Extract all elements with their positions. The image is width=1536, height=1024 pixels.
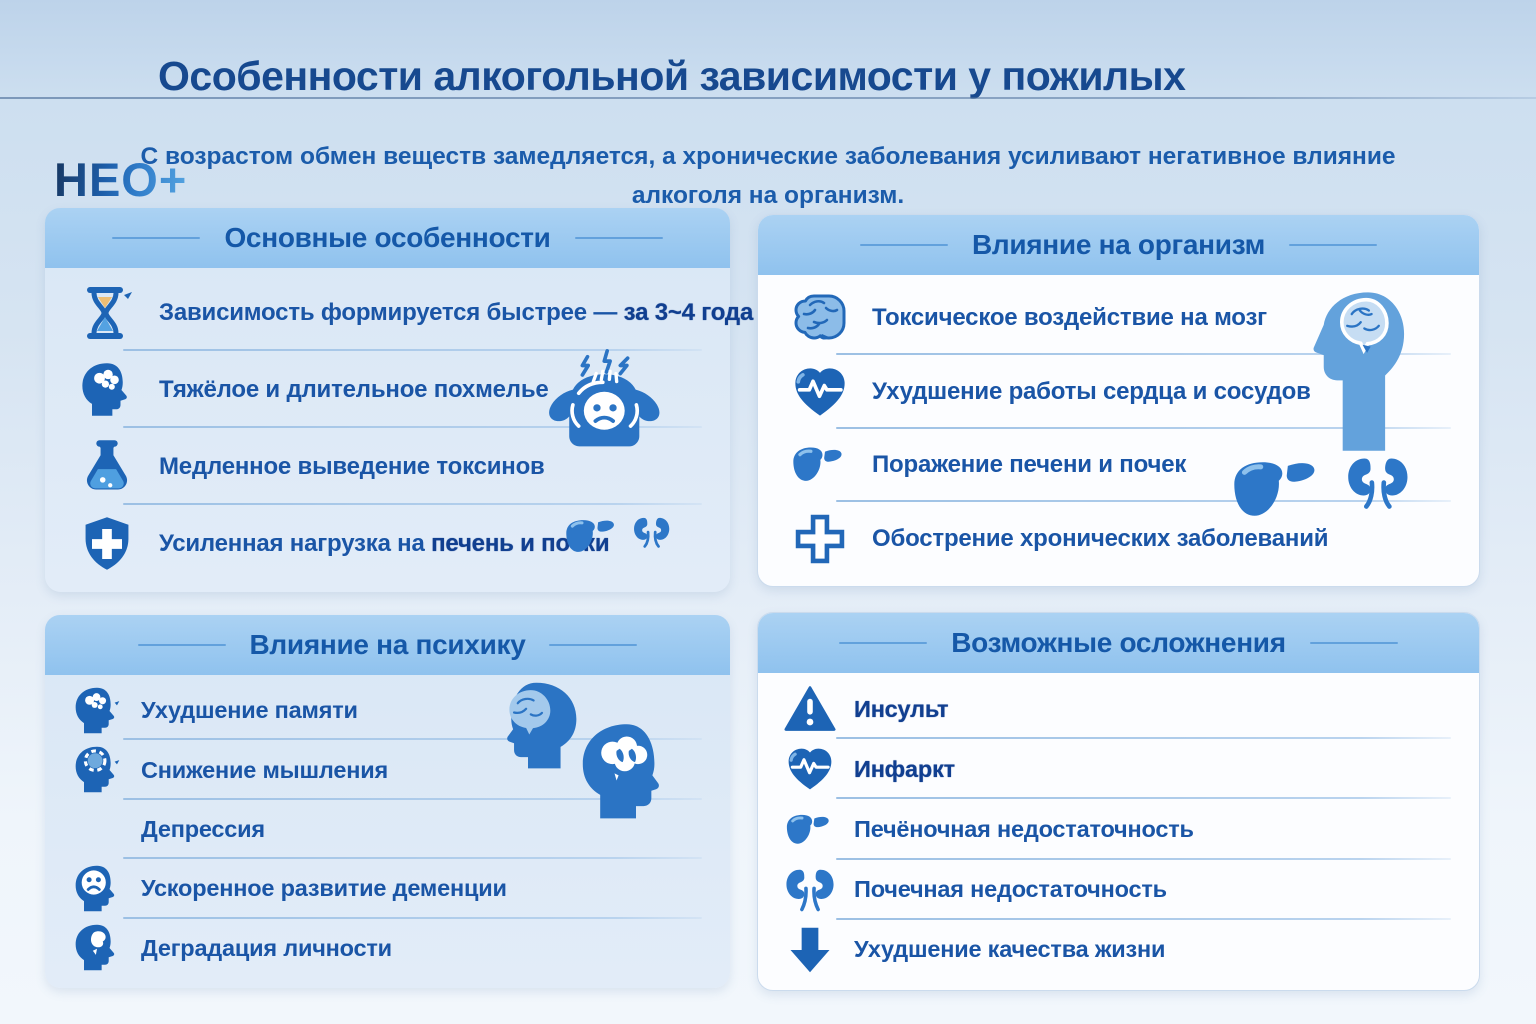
- list-item: Медленное выведение токсинов: [45, 428, 730, 505]
- list-item: Инсульт: [758, 679, 1479, 740]
- list-item-label: Ухудшение памяти: [141, 697, 358, 724]
- list-item: Поражение печени и почек: [758, 429, 1479, 503]
- list-item: Деградация личности: [45, 919, 730, 978]
- list-item-label: Депрессия: [141, 816, 265, 843]
- thinking-head-icon: [71, 744, 123, 796]
- header-line: [839, 641, 928, 645]
- brain-icon: [790, 288, 850, 348]
- flask-icon: [77, 437, 137, 497]
- panel-body: Токсическое воздействие на мозг Ухудшение…: [758, 275, 1479, 586]
- list-item-label: Токсическое воздействие на мозг: [872, 303, 1267, 331]
- panel-header: Влияние на организм: [758, 215, 1479, 275]
- list-item: Тяжёлое и длительное похмелье: [45, 351, 730, 428]
- list-item-label: Медленное выведение токсинов: [159, 452, 545, 480]
- panel-body: Ухудшение памяти Снижение мышления Депресс…: [45, 675, 730, 988]
- arrow-down-icon: [784, 924, 836, 976]
- list-item-label: Тяжёлое и длительное похмелье: [159, 375, 549, 403]
- list-item-label: Ускоренное развитие деменции: [141, 875, 507, 902]
- liver-icon: [790, 435, 850, 495]
- neo-plus-logo: НЕО+: [54, 153, 188, 206]
- panel-body: Зависимость формируется быстрее — за 3~4…: [45, 268, 753, 592]
- list-item: Депрессия: [45, 800, 730, 860]
- page-subtitle: С возрастом обмен веществ замедляется, а…: [140, 142, 1396, 209]
- list-item: Ускоренное развитие деменции: [45, 859, 730, 920]
- list-item-label: Снижение мышления: [141, 756, 388, 783]
- panel-header: Возможные осложнения: [758, 613, 1479, 673]
- list-item: Обострение хронических заболеваний: [758, 502, 1479, 576]
- list-item-label: Ухудшение работы сердца и сосудов: [872, 377, 1311, 405]
- panel-complications: Возможные осложнения Инсульт Инфаркт Печён…: [757, 612, 1480, 991]
- header-line: [574, 236, 663, 240]
- list-item-label: Усиленная нагрузка на печень и почки: [159, 529, 610, 557]
- list-item-label: Инфаркт: [854, 755, 955, 782]
- title-divider: [0, 97, 1536, 99]
- list-item: Почечная недостаточность: [758, 860, 1479, 921]
- panel-title: Влияние на психику: [249, 629, 526, 660]
- list-item: Инфаркт: [758, 739, 1479, 800]
- list-item: Ухудшение качества жизни: [758, 920, 1479, 980]
- header-line: [859, 243, 948, 247]
- sad-face-head-icon: [71, 863, 123, 915]
- memory-head-icon: [71, 685, 123, 737]
- list-item: Зависимость формируется быстрее — за 3~4…: [45, 274, 753, 351]
- list-item-label: Печёночная недостаточность: [854, 816, 1194, 842]
- panel-header: Влияние на психику: [45, 615, 730, 675]
- header-line: [137, 643, 226, 647]
- degradation-head-icon: [71, 922, 123, 974]
- list-item: Ухудшение работы сердца и сосудов: [758, 355, 1479, 429]
- page-title: Особенности алкогольной зависимости у по…: [158, 53, 1186, 100]
- list-item: Снижение мышления: [45, 740, 730, 801]
- hourglass-icon: [77, 283, 137, 343]
- header-line: [112, 236, 201, 240]
- panel-main-features: Основные особенности Зависимость формиру…: [45, 208, 753, 592]
- list-item: Печёночная недостаточность: [758, 799, 1479, 860]
- panel-title: Возможные осложнения: [951, 627, 1286, 658]
- panel-psyche-impact: Влияние на психику Ухудшение памяти Сниже…: [45, 615, 730, 988]
- panel-title: Основные особенности: [224, 222, 551, 253]
- medical-cross-icon: [790, 509, 850, 569]
- panel-body: Инсульт Инфаркт Печёночная недостаточность…: [758, 673, 1479, 990]
- liver-icon: [784, 804, 836, 856]
- header-line: [1309, 641, 1398, 645]
- heart-ecg-icon: [790, 362, 850, 422]
- list-item: Ухудшение памяти: [45, 681, 730, 741]
- heart-ecg-icon: [784, 743, 836, 795]
- list-item-label: Почечная недостаточность: [854, 876, 1167, 903]
- panel-title: Влияние на организм: [971, 229, 1266, 260]
- warning-triangle-icon: [784, 683, 836, 735]
- panel-header: Основные особенности: [45, 208, 730, 268]
- list-item-label: Обострение хронических заболеваний: [872, 525, 1329, 553]
- list-item-label: Зависимость формируется быстрее — за 3~4…: [159, 298, 754, 326]
- header-line: [549, 643, 638, 647]
- kidneys-icon: [784, 864, 836, 916]
- panel-body-impact: Влияние на организм Токсическое воздейст…: [757, 214, 1480, 587]
- icon-spacer: [71, 804, 123, 856]
- list-item-label: Ухудшение качества жизни: [854, 936, 1166, 963]
- list-item-label: Поражение печени и почек: [872, 451, 1187, 479]
- list-item-label: Инсульт: [854, 695, 949, 722]
- hangover-head-icon: [77, 360, 137, 420]
- list-item-label: Деградация личности: [141, 934, 392, 961]
- list-item: Усиленная нагрузка на печень и почки: [45, 505, 730, 582]
- header-line: [1289, 243, 1378, 247]
- list-item: Токсическое воздействие на мозг: [758, 281, 1479, 355]
- shield-cross-icon: [77, 514, 137, 574]
